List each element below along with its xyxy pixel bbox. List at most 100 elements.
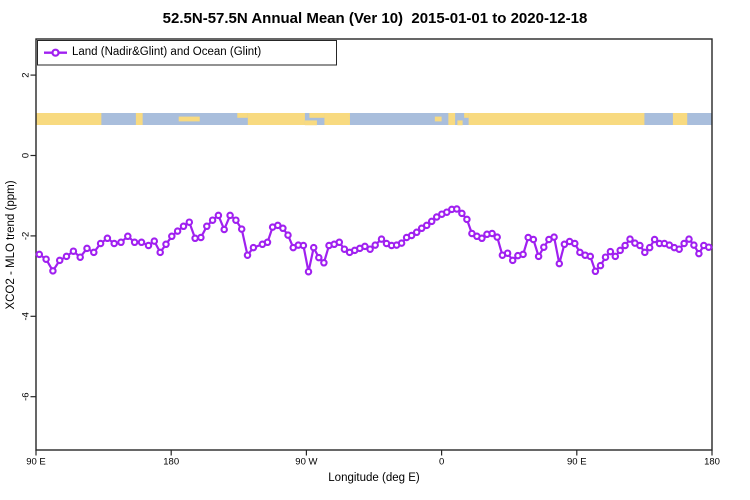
map-band-land-segment (135, 113, 143, 125)
x-tick-label: 90 W (295, 457, 317, 468)
x-tick-label: 180 (163, 457, 179, 468)
data-point-marker (571, 239, 579, 248)
legend-label: Land (Nadir&Glint) and Ocean (Glint) (72, 46, 262, 58)
data-point-marker (55, 256, 64, 265)
data-point-marker (304, 267, 313, 276)
data-point-marker (49, 267, 57, 275)
map-band-land-segment (448, 113, 456, 125)
map-band-land-sliver (178, 116, 200, 122)
data-point-marker (529, 235, 538, 244)
data-point-marker (137, 238, 146, 247)
data-point-marker (591, 267, 600, 276)
plot-border (35, 38, 713, 451)
data-point-marker (173, 227, 182, 235)
data-point-marker (361, 242, 369, 251)
x-tick-label: 180 (704, 457, 720, 468)
y-tick-label: -6 (21, 392, 32, 400)
x-axis-title: Longitude (deg E) (328, 472, 420, 484)
data-point-marker (315, 253, 323, 262)
x-tick-label: 90 E (567, 457, 587, 468)
data-point-marker (162, 240, 170, 249)
data-point-marker (284, 231, 292, 239)
data-point-marker (560, 240, 569, 249)
map-band-land-sliver (464, 113, 469, 118)
data-point-marker (636, 241, 644, 250)
data-point-marker (488, 229, 496, 238)
map-band-land-sliver (457, 120, 463, 126)
data-point-marker (453, 205, 461, 213)
y-tick-label: -4 (21, 312, 32, 320)
x-tick-label: 0 (439, 457, 444, 468)
data-point-marker (185, 218, 194, 226)
data-point-marker (62, 252, 71, 261)
data-point-marker (179, 222, 188, 231)
data-point-marker (168, 232, 176, 241)
data-point-marker (226, 211, 234, 220)
data-point-marker (685, 235, 693, 243)
data-point-marker (309, 243, 318, 252)
data-point-marker (124, 232, 132, 241)
data-point-marker (103, 234, 112, 243)
data-point-marker (641, 248, 649, 257)
data-point-marker (422, 221, 431, 230)
data-point-marker (586, 252, 595, 261)
data-point-marker (263, 238, 272, 247)
data-point-marker (626, 235, 634, 243)
y-tick-label: 0 (21, 153, 32, 158)
map-band-land-segment (324, 113, 350, 125)
data-point-marker (335, 238, 344, 247)
data-point-marker (191, 234, 199, 243)
data-point-marker (214, 211, 223, 220)
data-point-marker (458, 209, 466, 218)
data-point-marker (397, 239, 406, 247)
data-point-marker (144, 241, 153, 250)
map-band-land-sliver (304, 120, 317, 126)
data-point-marker (150, 237, 159, 245)
x-tick-label: 90 E (26, 457, 46, 468)
data-point-marker (279, 224, 287, 233)
data-point-marker (550, 233, 558, 241)
map-band-land-sliver (237, 113, 248, 118)
data-point-marker (237, 225, 246, 233)
data-point-marker (621, 241, 629, 250)
data-point-marker (407, 231, 416, 240)
data-point-marker (704, 243, 713, 251)
y-tick-label: -2 (21, 232, 32, 240)
data-point-marker (377, 235, 386, 243)
chart-title: 52.5N-57.5N Annual Mean (Ver 10) 2015-01… (162, 10, 588, 27)
data-point-marker (208, 216, 217, 224)
data-point-marker (596, 261, 605, 270)
data-point-marker (601, 253, 610, 261)
data-point-marker (299, 241, 308, 250)
map-band-land-segment (672, 113, 688, 125)
data-point-marker (220, 225, 228, 234)
data-point-marker (675, 245, 683, 253)
data-point-marker (611, 252, 620, 261)
data-point-marker (680, 239, 688, 248)
y-axis-title: XCO2 - MLO trend (ppm) (5, 180, 17, 310)
data-point-marker (76, 253, 84, 261)
map-band-land-segment (36, 113, 102, 125)
data-point-marker (96, 239, 105, 248)
data-point-marker (412, 228, 421, 237)
data-point-marker (690, 241, 698, 249)
data-point-marker (427, 217, 436, 226)
data-point-marker (616, 246, 624, 255)
y-tick-label: 2 (21, 72, 32, 77)
data-point-marker (645, 243, 654, 252)
data-point-marker (606, 247, 615, 256)
legend-box (37, 40, 337, 66)
data-point-marker (340, 245, 349, 253)
map-band-land-segment (468, 113, 645, 125)
data-point-marker (320, 259, 328, 267)
data-point-marker (534, 252, 543, 261)
data-point-marker (156, 248, 164, 257)
data-point-marker (110, 239, 118, 248)
data-point-marker (366, 245, 374, 253)
data-point-marker (243, 251, 252, 259)
data-point-marker (540, 243, 548, 251)
data-point-marker (274, 221, 282, 230)
data-point-marker (232, 216, 240, 224)
